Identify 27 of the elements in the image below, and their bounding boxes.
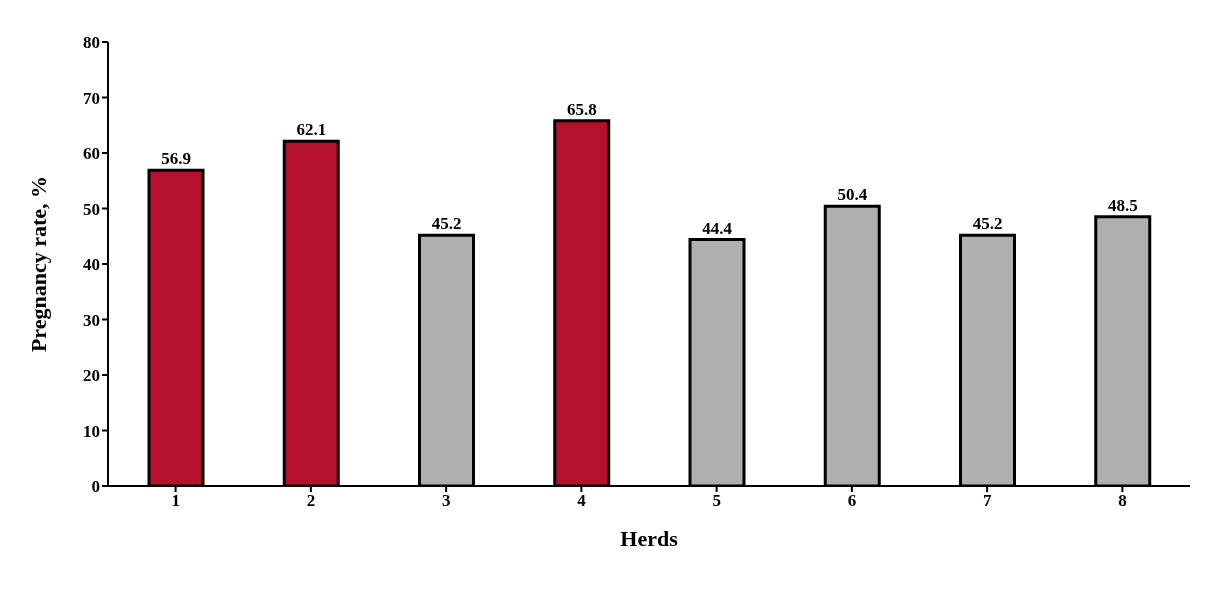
x-tick-label: 8: [1118, 491, 1127, 511]
x-tick-label: 4: [577, 491, 587, 511]
x-tick-label: 2: [306, 491, 316, 511]
data-label: 56.9: [161, 149, 191, 169]
y-tick-label: 50: [83, 199, 100, 219]
y-tick-label: 70: [83, 88, 100, 108]
x-tick-label: 7: [982, 491, 992, 511]
data-label: 44.4: [702, 218, 733, 238]
x-tick-label: 5: [712, 491, 721, 511]
x-tick-label: 1: [171, 491, 180, 511]
y-tick-label: 80: [83, 33, 100, 53]
y-axis-title: Pregnancy rate, %: [25, 175, 51, 353]
y-tick-label: 30: [83, 310, 100, 330]
data-label: 65.8: [566, 99, 597, 119]
data-label: 48.5: [1107, 195, 1138, 215]
x-tick-label: 6: [847, 491, 857, 511]
y-tick-label: 10: [83, 421, 100, 441]
data-label: 45.2: [972, 214, 1003, 234]
x-axis-title: Herds: [620, 526, 679, 551]
y-tick-label: 20: [83, 366, 100, 386]
data-label: 50.4: [837, 185, 868, 205]
y-tick-label: 0: [91, 477, 100, 497]
data-label: 62.1: [296, 120, 327, 140]
x-tick-label: 3: [441, 491, 451, 511]
data-label: 45.2: [431, 214, 462, 234]
y-tick-label: 40: [83, 255, 100, 275]
y-tick-label: 60: [83, 144, 100, 164]
